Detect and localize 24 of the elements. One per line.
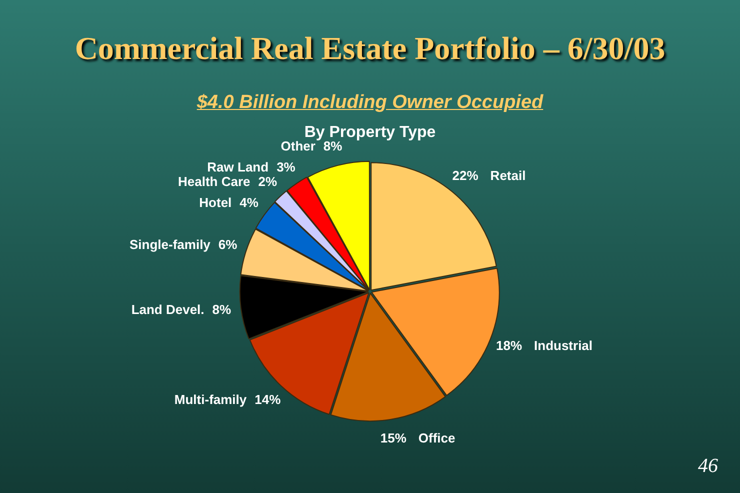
data-label: 8% (323, 138, 343, 154)
data-label: 8% (212, 302, 232, 317)
data-label: 4% (240, 195, 259, 210)
data-label: 15% (380, 430, 407, 446)
data-label: 3% (276, 159, 296, 174)
text: By Property Type (303, 124, 437, 141)
text: 46 (698, 455, 718, 478)
chart-subtitle: $4.0 Billion Including Owner Occupied (196, 92, 544, 114)
data-label: 22% (452, 168, 479, 183)
data-label: 6% (218, 236, 238, 252)
slice-label: Single-family (130, 236, 212, 252)
slice-label: Retail (490, 168, 526, 183)
data-label: 14% (254, 392, 282, 408)
slice-label: Multi-family (174, 392, 248, 408)
chart-title: Commercial Real Estate Portfolio – 6/30/03 (74, 30, 666, 67)
slice-label: Office (418, 430, 456, 446)
data-label: 18% (496, 338, 522, 354)
slice-label: Health Care (178, 174, 250, 190)
slice-label: Other (280, 138, 316, 154)
data-label: 2% (258, 174, 278, 190)
slice-label: Industrial (534, 338, 593, 354)
slice-label: Raw Land (207, 159, 269, 174)
slice-label: Hotel (199, 195, 232, 210)
slice-label: Land Devel. (131, 302, 204, 317)
